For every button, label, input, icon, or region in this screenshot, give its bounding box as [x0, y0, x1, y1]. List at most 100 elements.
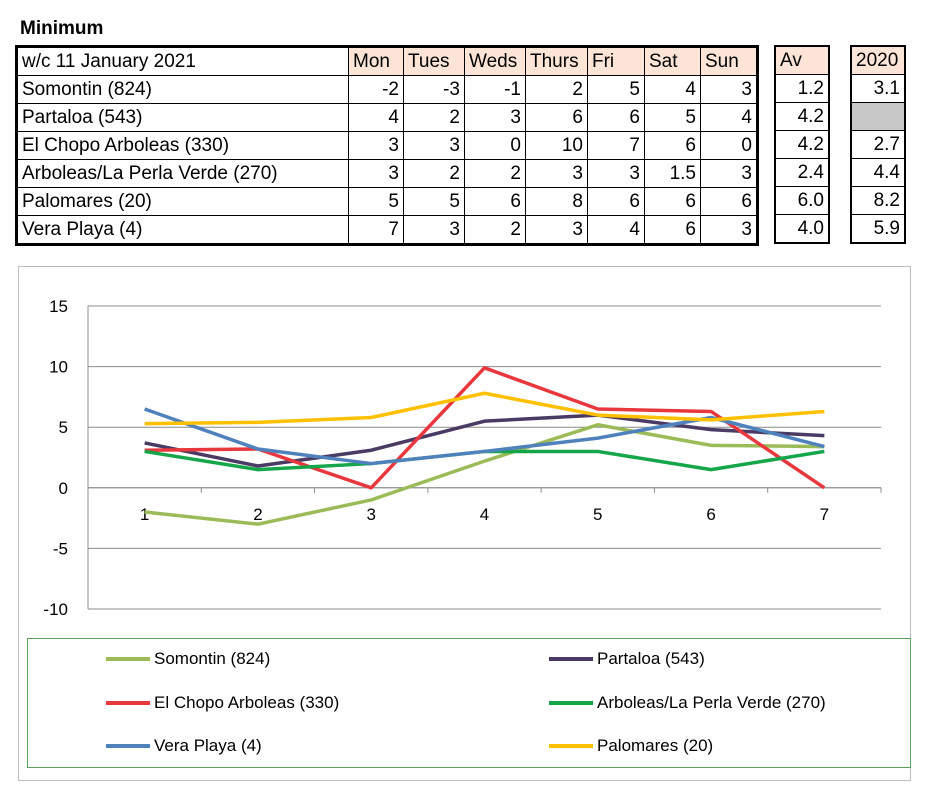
row-location: Palomares (20) — [16, 187, 349, 216]
row-location: Vera Playa (4) — [16, 215, 349, 245]
x-tick-label: 7 — [820, 505, 829, 524]
legend-swatch — [549, 657, 593, 661]
header-2020: 2020 — [850, 45, 906, 75]
table-row: Partaloa (543) 4 2 3 6 6 5 4 — [16, 103, 758, 132]
page-title: Minimum — [20, 18, 104, 39]
cell-value: 3 — [348, 159, 404, 188]
legend-label: El Chopo Arboleas (330) — [154, 693, 340, 712]
row-location: Partaloa (543) — [16, 103, 349, 132]
x-tick-label: 3 — [366, 505, 375, 524]
legend-item: Somontin (824) — [106, 649, 270, 669]
cell-2020: 5.9 — [850, 214, 906, 244]
table-row: 4.0 — [774, 214, 830, 244]
legend-item: Arboleas/La Perla Verde (270) — [549, 693, 826, 713]
cell-value: 4 — [587, 215, 645, 245]
x-tick-label: 1 — [140, 505, 149, 524]
y-tick-label: 0 — [59, 479, 68, 498]
cell-value: 0 — [464, 131, 526, 160]
series-line — [144, 407, 825, 466]
header-day: Sat — [644, 46, 701, 76]
y-tick-label: 5 — [59, 418, 68, 437]
row-location: Somontin (824) — [16, 75, 349, 104]
cell-value: 3 — [403, 215, 465, 245]
previous-year-table: 2020 3.1 2.7 4.4 8.2 5.9 — [850, 45, 906, 244]
legend-item: Partaloa (543) — [549, 649, 705, 669]
average-table: Av 1.2 4.2 4.2 2.4 6.0 4.0 — [774, 45, 830, 244]
table-row: 4.2 — [774, 130, 830, 159]
temperature-table: w/c 11 January 2021 Mon Tues Weds Thurs … — [15, 45, 759, 246]
cell-value: 6 — [644, 187, 701, 216]
series-line — [144, 366, 826, 490]
row-location: Arboleas/La Perla Verde (270) — [16, 159, 349, 188]
header-day: Thurs — [525, 46, 588, 76]
week-label: w/c 11 January 2021 — [16, 46, 349, 76]
cell-2020 — [850, 102, 906, 131]
legend-item: Palomares (20) — [549, 736, 713, 756]
cell-value: 7 — [348, 215, 404, 245]
x-tick-label: 5 — [593, 505, 602, 524]
cell-average: 4.2 — [774, 102, 830, 131]
table-row: 5.9 — [850, 214, 906, 244]
cell-2020: 8.2 — [850, 186, 906, 215]
cell-value: 3 — [403, 131, 465, 160]
header-day: Weds — [464, 46, 526, 76]
table-row: 6.0 — [774, 186, 830, 215]
legend-swatch — [106, 701, 150, 705]
cell-value: 10 — [525, 131, 588, 160]
table-row: 2.7 — [850, 130, 906, 159]
chart-legend: Somontin (824) Partaloa (543) El Chopo Arb… — [27, 638, 911, 768]
legend-swatch — [106, 657, 150, 661]
cell-value: 6 — [464, 187, 526, 216]
cell-average: 4.0 — [774, 214, 830, 244]
legend-swatch — [549, 744, 593, 748]
series-line — [144, 423, 825, 526]
series-line — [144, 391, 825, 426]
table-header-row: 2020 — [850, 45, 906, 75]
x-tick-label: 2 — [253, 505, 262, 524]
legend-swatch — [106, 744, 150, 748]
cell-value: 2 — [525, 75, 588, 104]
table-row — [850, 102, 906, 131]
cell-value: 3 — [700, 75, 758, 104]
y-tick-label: -10 — [43, 600, 68, 619]
cell-2020: 4.4 — [850, 158, 906, 187]
table-row: 1.2 — [774, 74, 830, 103]
table-row: Arboleas/La Perla Verde (270) 3 2 2 3 3 1.5 3 — [16, 159, 758, 188]
cell-2020: 2.7 — [850, 130, 906, 159]
cell-2020: 3.1 — [850, 74, 906, 103]
legend-label: Palomares (20) — [597, 736, 714, 755]
header-day: Mon — [348, 46, 404, 76]
chart-area — [18, 266, 911, 781]
cell-value: 4 — [348, 103, 404, 132]
cell-value: 3 — [525, 215, 588, 245]
y-tick-label: 15 — [49, 297, 68, 316]
table-row: 8.2 — [850, 186, 906, 215]
cell-value: 2 — [464, 215, 526, 245]
header-day: Sun — [700, 46, 758, 76]
cell-value: 3 — [700, 215, 758, 245]
legend-item: Vera Playa (4) — [106, 736, 262, 756]
cell-average: 6.0 — [774, 186, 830, 215]
x-tick-label: 6 — [706, 505, 715, 524]
cell-value: 2 — [464, 159, 526, 188]
table-row: 4.2 — [774, 102, 830, 131]
legend-label: Partaloa (543) — [597, 649, 705, 668]
table-row: 4.4 — [850, 158, 906, 187]
legend-label: Arboleas/La Perla Verde (270) — [597, 693, 826, 712]
series-line — [144, 413, 825, 468]
cell-value: 6 — [587, 187, 645, 216]
y-tick-label: -5 — [53, 539, 68, 558]
header-day: Fri — [587, 46, 645, 76]
table-row: 3.1 — [850, 74, 906, 103]
line-chart: -10 -5 0 5 10 15 1 2 3 4 5 6 7 — [43, 297, 882, 619]
legend-label: Vera Playa (4) — [154, 736, 262, 755]
legend-swatch — [549, 701, 593, 705]
cell-average: 1.2 — [774, 74, 830, 103]
cell-value: -1 — [464, 75, 526, 104]
table-row: Vera Playa (4) 7 3 2 3 4 6 3 — [16, 215, 758, 245]
legend-item: El Chopo Arboleas (330) — [106, 693, 339, 713]
table-row: Somontin (824) -2 -3 -1 2 5 4 3 — [16, 75, 758, 104]
y-tick-label: 10 — [49, 358, 68, 377]
table-row: El Chopo Arboleas (330) 3 3 0 10 7 6 0 — [16, 131, 758, 160]
table-header-row: w/c 11 January 2021 Mon Tues Weds Thurs … — [16, 46, 758, 76]
